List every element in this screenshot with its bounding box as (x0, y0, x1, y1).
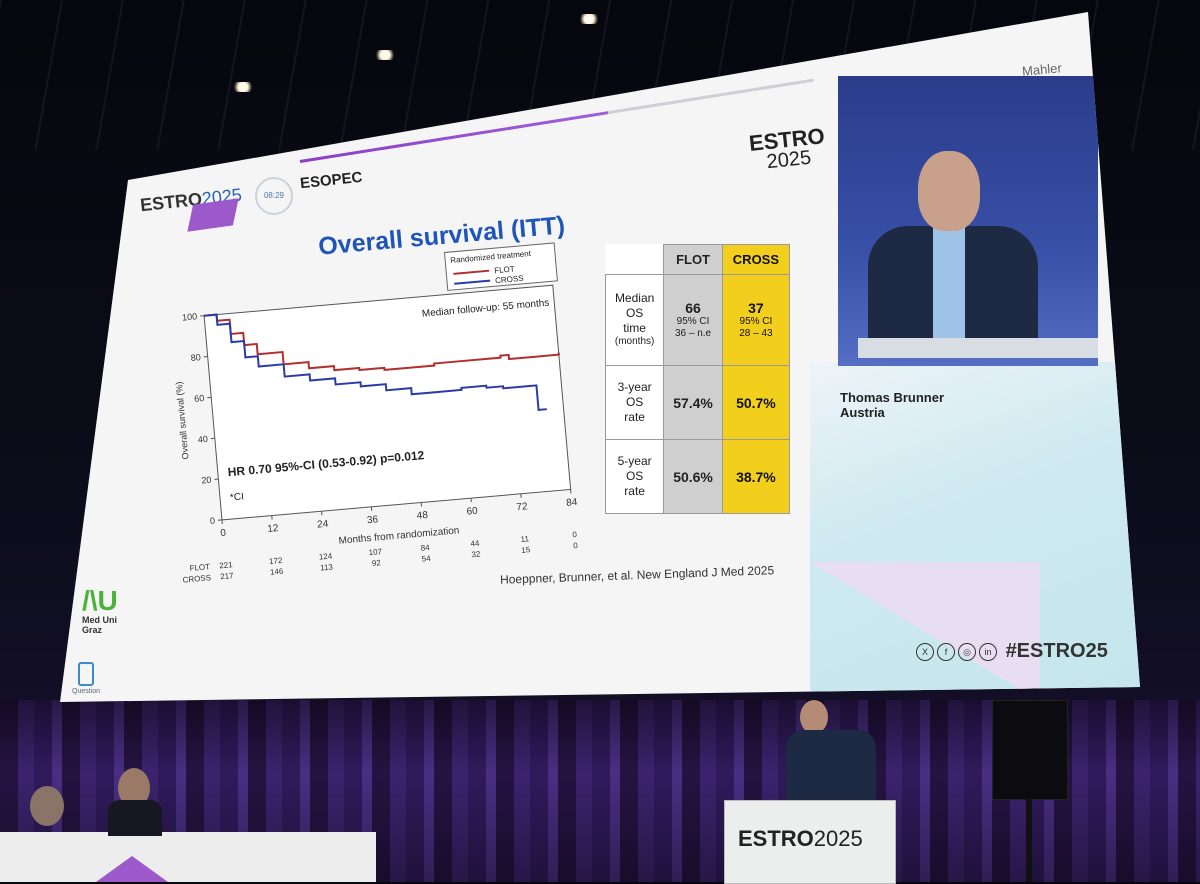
x-tick-label: 0 (220, 528, 227, 539)
desk-triangle-logo (96, 856, 168, 882)
x-tick-label: 12 (267, 523, 279, 535)
risk-value: 32 (471, 550, 481, 560)
x-tick-label: 36 (367, 514, 379, 526)
risk-value: 172 (269, 556, 284, 566)
risk-value: 221 (219, 560, 234, 570)
risk-value: 54 (421, 554, 431, 564)
x-tick-label: 72 (516, 501, 528, 513)
risk-value: 15 (521, 545, 531, 555)
risk-value: 84 (420, 543, 430, 553)
hashtag: #ESTRO25 (1006, 640, 1108, 662)
x-tick-label: 84 (566, 497, 578, 509)
risk-value: 11 (520, 534, 530, 544)
facebook-icon: f (937, 643, 955, 661)
legend-label: FLOT (494, 264, 515, 275)
stage-light (578, 14, 600, 24)
stage-light (374, 50, 396, 60)
y-axis-label: Overall survival (%) (174, 381, 191, 460)
cross-median-os: 37 95% CI 28 – 43 (722, 274, 789, 366)
speaker-video (838, 76, 1098, 366)
flot-header: FLOT (664, 245, 723, 275)
x-axis-label: Months from randomization (338, 525, 460, 547)
risk-value: 107 (368, 547, 383, 557)
risk-value: 0 (572, 530, 578, 539)
risk-value: 217 (220, 571, 235, 581)
y-tick-label: 60 (194, 393, 205, 404)
question-button[interactable]: Question (72, 662, 100, 695)
instagram-icon: ◎ (958, 643, 976, 661)
risk-value: 124 (318, 551, 333, 561)
x-tick-label: 60 (466, 506, 478, 518)
phone-icon (78, 662, 94, 686)
flot-median-os: 66 95% CI 36 – n.e (664, 274, 723, 366)
flot-5yr-rate: 50.6% (664, 440, 723, 514)
meduni-mark-icon: /\U (82, 587, 118, 615)
cross-5yr-rate: 38.7% (722, 440, 789, 514)
linkedin-icon: in (979, 643, 997, 661)
risk-value: 0 (573, 541, 579, 550)
plot-area (204, 285, 571, 520)
y-tick-label: 0 (210, 516, 216, 526)
flot-3yr-rate: 57.4% (664, 366, 723, 440)
ci-note: *CI (230, 491, 245, 503)
cross-3yr-rate: 50.7% (722, 366, 789, 440)
risk-row-label: FLOT (189, 562, 210, 573)
risk-value: 92 (371, 558, 381, 568)
y-tick-label: 80 (190, 352, 201, 363)
panel-desk (0, 832, 376, 882)
risk-value: 44 (470, 539, 480, 549)
risk-value: 113 (320, 562, 334, 572)
stage-light (232, 82, 254, 92)
clock-badge: 08:29 (255, 177, 293, 215)
risk-value: 146 (270, 567, 285, 577)
x-tick-label: 24 (317, 519, 329, 531)
y-tick-label: 20 (201, 475, 212, 486)
panelist (30, 786, 64, 826)
y-tick-label: 100 (182, 311, 198, 322)
y-tick-label: 40 (197, 434, 208, 445)
cross-header: CROSS (722, 245, 789, 275)
risk-row-label: CROSS (182, 573, 211, 584)
speaker-person (800, 700, 828, 734)
section-title: ESOPEC (299, 169, 363, 192)
x-tick-label: 48 (416, 510, 428, 522)
x-icon: X (916, 643, 934, 661)
podium-logo: ESTRO2025 (738, 826, 863, 852)
loudspeaker (992, 700, 1068, 800)
logo-diamond-shape (187, 198, 238, 231)
